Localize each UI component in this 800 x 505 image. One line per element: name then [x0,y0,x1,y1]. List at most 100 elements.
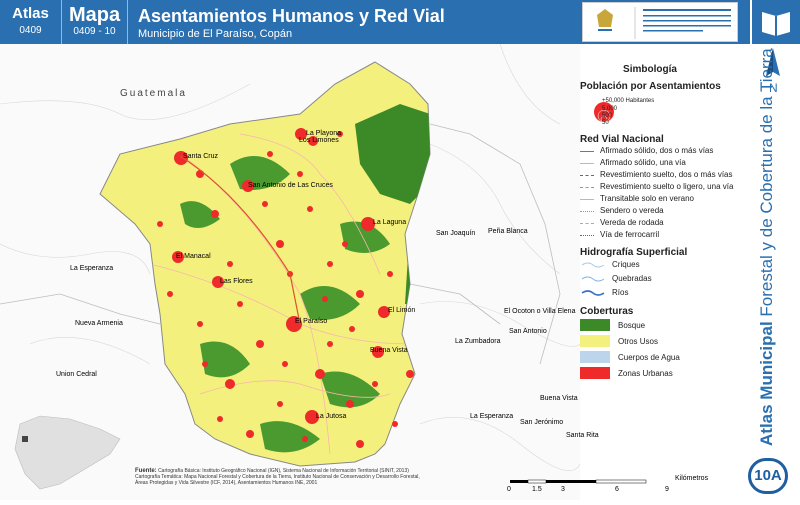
legend-panel: Simbología Población por Asentamientos +… [580,64,750,381]
cover-label: Zonas Urbanas [618,368,673,378]
road-line-icon [580,175,594,176]
population-symbols: +50,000 Habitantes 5,000 500 50 [580,92,750,128]
settlement-dot [327,341,333,347]
settlement-dot [225,379,235,389]
water-line-icon [581,276,605,282]
logo-emblems-icon [597,7,731,39]
hydro-legend-item: Ríos [580,286,750,300]
settlement-label: San Antonio de Las Cruces [248,182,333,189]
scale-tick: 9 [665,486,669,493]
settlement-dot [337,131,343,137]
road-label: Revestimiento suelto o ligero, una vía [600,182,734,191]
settlement-dot [327,261,333,267]
road-label: Revestimiento suelto, dos o más vías [600,170,733,179]
outside-place-label: San Antonio [509,328,547,335]
cover-label: Bosque [618,320,646,330]
cover-title: Coberturas [580,306,634,317]
source-footer: Fuente: Cartografía Básica: Instituto Ge… [135,468,495,486]
cover-swatch [580,367,610,379]
atlas-side-title: Atlas Municipal Forestal y de Cobertura … [757,48,777,446]
hydro-list: Criques Quebradas Ríos [580,258,750,300]
settlement-dot [356,440,364,448]
settlement-dot [277,401,283,407]
settlement-dot [172,251,184,263]
cover-legend-item: Otros Usos [580,333,750,349]
hydro-label: Criques [612,260,640,269]
settlement-label: La Laguna [373,219,407,226]
road-line-icon [580,211,594,212]
header-bar: Atlas 0409 Mapa 0409 - 10 Asentamientos … [0,0,750,44]
road-label: Vereda de rodada [600,218,664,227]
settlement-dot [302,436,308,442]
road-line-icon [580,223,594,224]
road-line-icon [580,235,594,236]
cover-legend-item: Cuerpos de Agua [580,349,750,365]
hydro-legend-item: Quebradas [580,272,750,286]
settlement-label: El Limón [388,307,416,314]
road-legend-item: Transitable solo en verano [580,193,750,205]
settlement-dot [246,430,254,438]
country-label: Guatemala [120,88,187,99]
settlement-dot [356,290,364,298]
settlement-dot [406,370,414,378]
outside-place-label: El Ocoton o Villa Elena [504,308,576,315]
cover-swatch [580,335,610,347]
settlement-dot [322,296,328,302]
hydro-label: Ríos [612,288,629,297]
road-legend-item: Vereda de rodada [580,217,750,229]
scale-tick: 1.5 [532,486,542,493]
cover-label: Cuerpos de Agua [618,352,680,362]
settlement-dot [346,400,354,408]
atlas-code: 0409 [19,25,42,36]
settlement-dot [242,180,254,192]
source-line: Cartografía Básica: Instituto Geográfico… [158,468,409,474]
settlement-dot [297,171,303,177]
settlement-dot [286,316,302,332]
scale-tick: 0 [507,486,511,493]
road-legend-item: Vía de ferrocarril [580,229,750,241]
map-label: Mapa [68,4,121,26]
settlement-dot [196,170,204,178]
cover-label: Otros Usos [618,336,659,346]
settlement-dot [227,261,233,267]
settlement-dot [308,136,318,146]
population-level: +50,000 Habitantes [602,98,655,104]
settlement-label: El Paraíso [295,318,328,325]
scale-tick: 6 [615,486,619,493]
settlement-dot [342,241,348,247]
settlement-dot [315,369,325,379]
settlement-dots [157,128,414,448]
outside-place-label: La Zumbadora [455,338,501,345]
road-label: Afirmado sólido, dos o más vías [600,146,714,155]
road-label: Vía de ferrocarril [600,230,660,239]
hydro-title: Hidrografía Superficial [580,247,688,258]
outside-place-label: Peña Blanca [488,228,528,235]
settlement-label: Buena Vista [370,347,408,354]
settlement-label: El Manacal [176,253,211,260]
road-legend-item: Revestimiento suelto, dos o más vías [580,169,750,181]
settlement-dot [295,128,307,140]
settlement-dot [361,217,375,231]
map-cell: Mapa 0409 - 10 [62,0,128,44]
population-level: 500 [602,113,613,119]
settlement-dot [237,301,243,307]
population-circles-icon [594,102,614,123]
settlement-dot [256,340,264,348]
scale-unit: Kilómetros [675,475,709,482]
map-number-badge: 10A [748,458,788,494]
road-label: Sendero o vereda [600,206,664,215]
institution-logos [582,2,738,42]
population-title: Población por Asentamientos [580,81,721,92]
map-svg [0,43,581,500]
page-subtitle: Municipio de El Paraíso, Copán [138,28,293,40]
settlement-label: Las Flores [220,278,253,285]
settlement-label: La Jutosa [316,413,347,420]
road-line-icon [580,199,594,200]
roads-list: Afirmado sólido, dos o más vías Afirmado … [580,145,750,241]
settlement-dot [211,210,219,218]
road-line-icon [580,151,594,152]
outside-place-label: Santa Rita [566,432,599,439]
road-label: Afirmado sólido, una vía [600,158,686,167]
map-canvas: Guatemala La Playona Los Limones Santa C… [0,43,599,500]
source-line: Áreas Protegidas y Vida Silvestre (ICF, … [135,480,318,486]
